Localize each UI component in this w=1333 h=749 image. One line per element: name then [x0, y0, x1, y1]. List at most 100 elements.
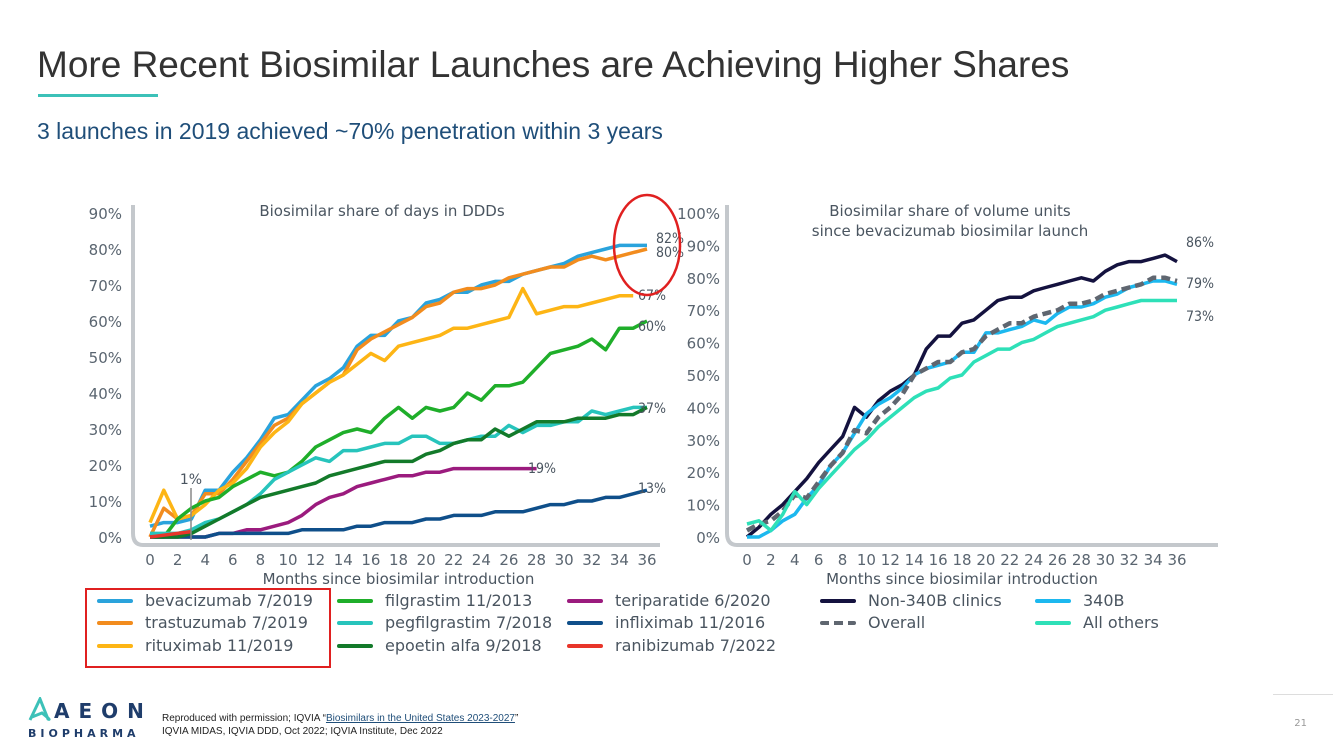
x-tick-label: 12: [306, 551, 325, 569]
y-tick-label: 60%: [687, 335, 720, 353]
legend-swatch: [97, 643, 133, 648]
x-tick-label: 32: [1120, 551, 1139, 569]
x-axis-label: Months since biosimilar introduction: [826, 570, 1098, 588]
legend-swatch: [337, 643, 373, 648]
end-label: 73%: [1186, 309, 1214, 325]
legend-label: bevacizumab 7/2019: [145, 591, 313, 610]
source-suffix: ”: [514, 713, 519, 724]
legend-label: infliximab 11/2016: [615, 613, 766, 632]
y-tick-label: 40%: [687, 399, 720, 417]
highlight-box: [85, 588, 331, 668]
end-label: 13%: [638, 481, 666, 497]
source-line2: IQVIA MIDAS, IQVIA DDD, Oct 2022; IQVIA …: [162, 726, 443, 737]
legend-swatch: [820, 598, 856, 603]
end-label: 86%: [1186, 235, 1214, 251]
series-line-rituximab: [148, 286, 634, 524]
x-tick-label: 24: [1024, 551, 1043, 569]
x-tick-label: 32: [582, 551, 601, 569]
legend-swatch: [337, 598, 373, 603]
x-tick-label: 2: [173, 551, 183, 569]
legend-swatch: [337, 620, 373, 625]
logo-mark-icon: [28, 697, 51, 721]
y-tick-label: 80%: [687, 270, 720, 288]
y-tick-label: 90%: [687, 237, 720, 255]
axis-line: [131, 205, 660, 547]
end-label: 82%: [656, 231, 684, 247]
x-tick-label: 6: [228, 551, 238, 569]
end-label: 19%: [528, 461, 556, 477]
x-tick-label: 28: [1072, 551, 1091, 569]
series-line-all: [746, 298, 1177, 533]
series-line-trastuzumab: [148, 247, 648, 538]
x-tick-label: 16: [361, 551, 380, 569]
end-label: 79%: [1186, 276, 1214, 292]
chart-title: since bevacizumab biosimilar launch: [812, 222, 1089, 240]
legend-label: filgrastim 11/2013: [385, 591, 533, 610]
x-tick-label: 28: [527, 551, 546, 569]
x-tick-label: 36: [637, 551, 656, 569]
x-tick-label: 10: [279, 551, 298, 569]
legend-item: trastuzumab 7/2019: [97, 613, 308, 632]
legend-item: rituximab 11/2019: [97, 636, 293, 655]
x-tick-label: 26: [1048, 551, 1067, 569]
x-tick-label: 26: [499, 551, 518, 569]
divider: [1273, 694, 1333, 695]
legend-label: trastuzumab 7/2019: [145, 613, 308, 632]
highlight-circle: [612, 193, 682, 297]
y-tick-label: 0%: [696, 529, 720, 547]
x-tick-label: 22: [444, 551, 463, 569]
y-tick-label: 80%: [89, 241, 122, 259]
y-tick-label: 100%: [677, 205, 720, 223]
legend-swatch: [567, 643, 603, 648]
legend-swatch: [567, 620, 603, 625]
source-note: Reproduced with permission; IQVIA “Biosi…: [162, 712, 518, 738]
series-line-epoetin: [150, 405, 648, 539]
y-tick-label: 40%: [89, 385, 122, 403]
source-link[interactable]: Biosimilars in the United States 2023-20…: [325, 713, 515, 724]
x-tick-label: 12: [881, 551, 900, 569]
legend-label: epoetin alfa 9/2018: [385, 636, 542, 655]
legend-item: teriparatide 6/2020: [567, 591, 771, 610]
y-tick-label: 30%: [89, 421, 122, 439]
x-tick-label: 18: [952, 551, 971, 569]
end-label: 60%: [638, 319, 666, 335]
y-tick-label: 10%: [89, 493, 122, 511]
x-tick-label: 30: [1096, 551, 1115, 569]
legend-item: Non-340B clinics: [820, 591, 1002, 610]
legend-swatch: [567, 598, 603, 603]
series-line-ranibizumab: [149, 529, 192, 539]
legend-item: filgrastim 11/2013: [337, 591, 532, 610]
legend-swatch: [97, 620, 133, 625]
legend-item: Overall: [820, 613, 925, 632]
chart-title: Biosimilar share of days in DDDs: [259, 202, 505, 220]
end-label: 37%: [638, 401, 666, 417]
legend-label: All others: [1083, 613, 1159, 632]
y-tick-label: 20%: [89, 457, 122, 475]
axis-line: [725, 205, 1218, 547]
y-tick-label: 0%: [98, 529, 122, 547]
y-tick-label: 10%: [687, 497, 720, 515]
x-tick-label: 30: [555, 551, 574, 569]
series-line-bevacizumab: [149, 243, 647, 528]
legend-item: bevacizumab 7/2019: [97, 591, 313, 610]
x-tick-label: 22: [1000, 551, 1019, 569]
end-label: 80%: [656, 245, 684, 261]
legend-swatch: [97, 598, 133, 603]
legend-item: ranibizumab 7/2022: [567, 636, 776, 655]
legend-label: teriparatide 6/2020: [615, 591, 771, 610]
x-tick-label: 18: [389, 551, 408, 569]
y-tick-label: 60%: [89, 313, 122, 331]
title-underline: [38, 94, 158, 97]
legend-label: Non-340B clinics: [868, 591, 1002, 610]
legend-label: Overall: [868, 613, 926, 632]
x-tick-label: 16: [929, 551, 948, 569]
series-line-infliximab: [150, 488, 648, 539]
series-line-non-340b: [745, 253, 1178, 539]
page-number: 21: [1294, 718, 1307, 729]
x-tick-label: 6: [814, 551, 824, 569]
y-tick-label: 50%: [89, 349, 122, 367]
legend-item: epoetin alfa 9/2018: [337, 636, 542, 655]
x-tick-label: 0: [145, 551, 155, 569]
y-tick-label: 30%: [687, 432, 720, 450]
